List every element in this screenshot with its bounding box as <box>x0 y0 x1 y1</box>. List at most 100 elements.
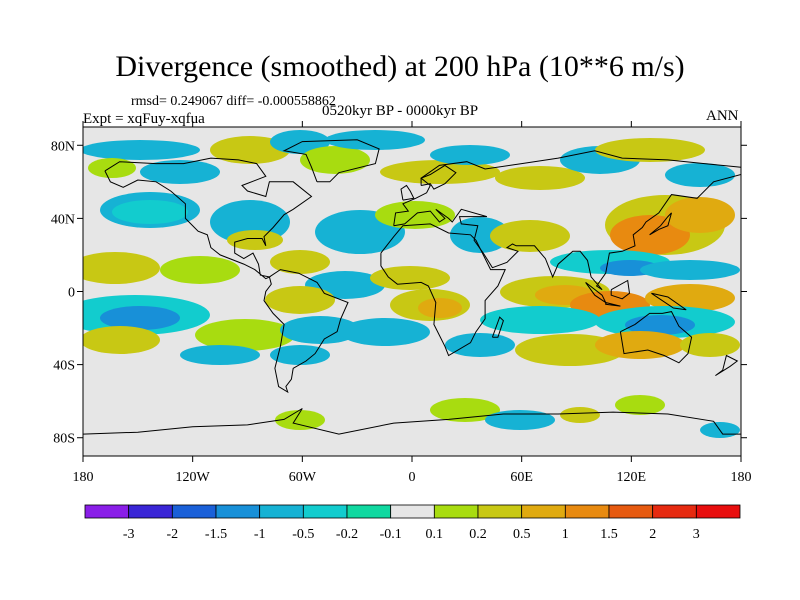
x-tick-label-1: 120W <box>176 470 211 485</box>
colorbar-swatch-12 <box>608 504 654 519</box>
contour-region-12 <box>665 163 735 187</box>
contour-region-52 <box>180 345 260 365</box>
coastline-5 <box>420 164 457 190</box>
colorbar-swatch-13 <box>652 504 697 519</box>
colorbar-label-11: 1.5 <box>600 527 618 542</box>
contour-region-9 <box>495 166 585 190</box>
contour-region-6 <box>325 130 425 150</box>
season-label: ANN <box>706 108 739 124</box>
y-tick-label-3: 40S <box>53 359 75 374</box>
contour-region-43 <box>625 315 695 335</box>
coastline-1 <box>282 139 380 183</box>
x-tick-label-0: 180 <box>73 470 94 485</box>
colorbar-label-6: -0.1 <box>380 527 402 542</box>
contour-region-56 <box>560 407 600 423</box>
colorbar-label-8: 0.2 <box>469 527 487 542</box>
contour-region-51 <box>445 333 515 357</box>
contour-region-1 <box>140 160 220 184</box>
contour-region-24 <box>83 252 160 284</box>
contour-region-25 <box>160 256 240 284</box>
contour-region-44 <box>195 319 295 351</box>
colorbar-swatch-11 <box>564 504 610 519</box>
contour-region-11 <box>595 138 705 162</box>
contour-region-26 <box>270 250 330 274</box>
colorbar-label-13: 3 <box>693 527 700 542</box>
coastline-11 <box>605 302 621 307</box>
colorbar: -3 -2 -1.5 -1 -0.5 -0.2 -0.1 0.1 0.2 0.5 1 1.5 2 3 <box>84 504 741 542</box>
colorbar-label-1: -2 <box>166 527 178 542</box>
contour-region-46 <box>340 318 430 346</box>
contour-fields <box>83 130 740 438</box>
coastline-2 <box>263 269 349 394</box>
contour-region-20 <box>490 220 570 252</box>
x-tick-label-3: 0 <box>409 470 416 485</box>
coastline-13 <box>715 354 739 377</box>
contour-region-36 <box>418 298 462 318</box>
colorbar-swatch-0 <box>84 504 130 519</box>
colorbar-swatch-4 <box>259 504 304 519</box>
coastline-9 <box>610 279 631 300</box>
colorbar-label-3: -1 <box>254 527 266 542</box>
colorbar-label-5: -0.2 <box>336 527 358 542</box>
contour-region-33 <box>100 306 180 330</box>
coastline-12 <box>649 212 672 236</box>
coastline-14 <box>491 316 504 338</box>
colorbar-swatch-8 <box>433 504 479 519</box>
contour-region-7 <box>380 160 500 184</box>
colorbar-swatch-14 <box>695 504 741 519</box>
colorbar-swatch-2 <box>171 504 217 519</box>
coastline-7 <box>619 311 693 364</box>
coastline-3 <box>380 223 506 357</box>
contour-region-49 <box>595 331 685 359</box>
colorbar-swatch-1 <box>128 504 173 519</box>
contour-region-50 <box>680 333 740 357</box>
contour-region-23 <box>665 197 735 233</box>
contour-region-47 <box>83 326 160 354</box>
colorbar-label-9: 0.5 <box>513 527 531 542</box>
contour-region-34 <box>265 286 335 314</box>
contour-region-28 <box>370 266 450 290</box>
colorbar-label-0: -3 <box>123 527 135 542</box>
colorbar-label-4: -0.5 <box>292 527 314 542</box>
x-tick-label-2: 60W <box>289 470 317 485</box>
contour-region-3 <box>210 136 290 164</box>
chart-title: Divergence (smoothed) at 200 hPa (10**6 … <box>115 50 685 83</box>
contour-region-4 <box>270 130 330 154</box>
contour-region-59 <box>275 410 325 430</box>
contour-region-57 <box>615 395 665 415</box>
contour-region-0 <box>83 140 200 160</box>
colorbar-swatch-6 <box>346 504 392 519</box>
contour-region-2 <box>88 158 136 178</box>
coastline-4 <box>393 150 741 291</box>
colorbar-label-2: -1.5 <box>205 527 227 542</box>
coastline-0 <box>104 157 313 280</box>
coastline-6 <box>400 184 415 201</box>
coastlines <box>83 139 741 435</box>
contour-region-40 <box>645 284 735 312</box>
contour-region-14 <box>112 200 188 224</box>
y-tick-label-1: 40N <box>51 212 75 227</box>
contour-region-5 <box>300 146 370 174</box>
y-tick-label-4: 80S <box>53 432 75 447</box>
contour-region-8 <box>430 145 510 165</box>
y-tick-label-2: 0 <box>68 286 75 301</box>
x-tick-label-6: 180 <box>731 470 752 485</box>
colorbar-label-10: 1 <box>562 527 569 542</box>
colorbar-swatch-3 <box>215 504 261 519</box>
contour-region-55 <box>485 410 555 430</box>
axis-ticks: 180 120W 60W 0 60E 120E 180 80N 40N 0 40S 80S <box>51 121 752 485</box>
coastline-15 <box>83 408 741 435</box>
x-tick-label-5: 120E <box>617 470 647 485</box>
experiment-label: Expt = xqFuy-xqfua <box>83 111 205 127</box>
x-tick-label-4: 60E <box>510 470 533 485</box>
colorbar-label-12: 2 <box>649 527 656 542</box>
colorbar-swatch-7 <box>390 504 435 519</box>
colorbar-swatch-10 <box>521 504 566 519</box>
colorbar-swatch-5 <box>302 504 348 519</box>
colorbar-label-7: 0.1 <box>426 527 444 542</box>
contour-region-53 <box>270 345 330 365</box>
contour-region-31 <box>640 260 740 280</box>
colorbar-swatch-9 <box>477 504 523 519</box>
coastline-10 <box>651 292 687 311</box>
